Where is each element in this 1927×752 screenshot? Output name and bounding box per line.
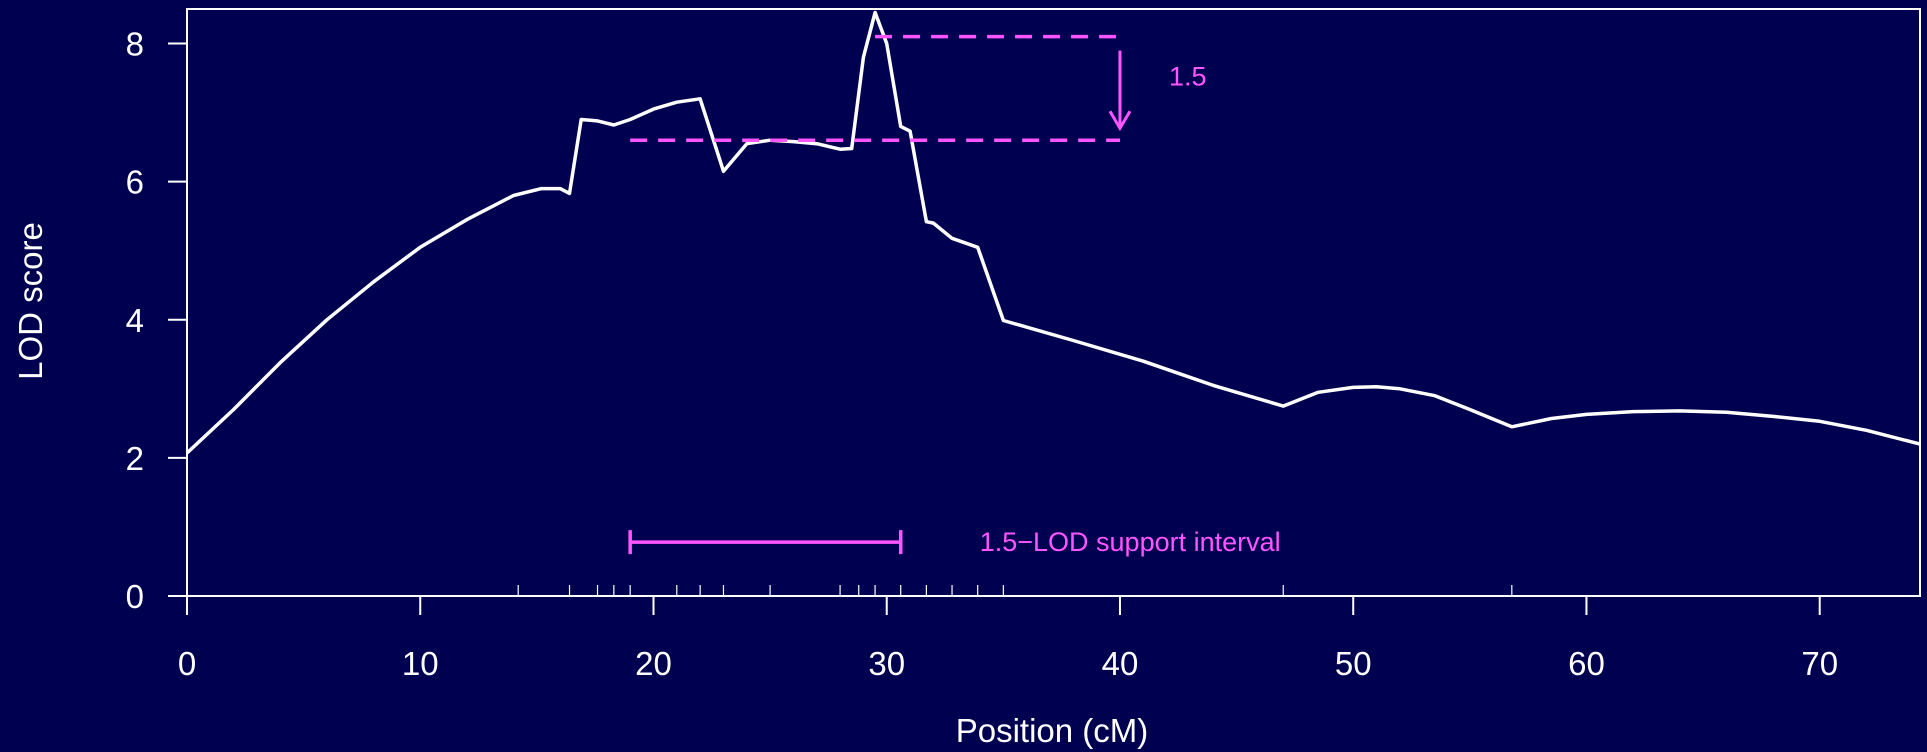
drop-arrow-head xyxy=(1108,110,1132,132)
support-interval-label: 1.5−LOD support interval xyxy=(980,527,1281,557)
y-tick-label: 0 xyxy=(126,578,144,615)
x-tick-label: 0 xyxy=(178,645,196,682)
x-tick-label: 20 xyxy=(635,645,672,682)
x-axis-title: Position (cM) xyxy=(956,712,1149,749)
x-tick-label: 70 xyxy=(1801,645,1838,682)
y-axis-title: LOD score xyxy=(12,222,49,380)
y-tick-label: 8 xyxy=(126,26,144,63)
x-tick-label: 50 xyxy=(1335,645,1372,682)
peak-drop-label: 1.5 xyxy=(1169,61,1207,91)
y-tick-label: 2 xyxy=(126,440,144,477)
x-tick-label: 60 xyxy=(1568,645,1605,682)
y-tick-label: 4 xyxy=(126,302,144,339)
x-tick-label: 30 xyxy=(868,645,905,682)
lod-curve xyxy=(185,10,1921,455)
y-tick-label: 6 xyxy=(126,164,144,201)
x-tick-label: 10 xyxy=(402,645,439,682)
x-tick-label: 40 xyxy=(1102,645,1139,682)
plot-frame xyxy=(186,8,1921,597)
